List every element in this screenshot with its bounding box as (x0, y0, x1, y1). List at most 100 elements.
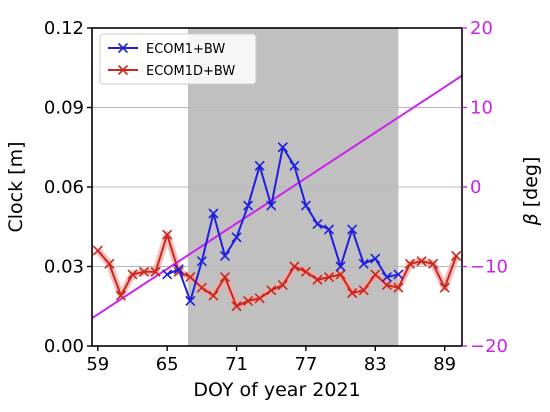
ecom1d-bw-point (162, 229, 173, 240)
ecom1d-bw-point-stroke (208, 290, 219, 301)
ecom1d-bw-point (127, 269, 138, 280)
ecom1d-bw-point (300, 266, 311, 277)
ecom1d-bw-point (185, 272, 196, 283)
y-right-tick-label: −20 (470, 336, 508, 357)
ecom1d-bw-point-stroke (196, 282, 207, 293)
ecom1d-bw-point-stroke (289, 261, 300, 272)
ecom1d-bw-point (150, 266, 161, 277)
x-tick-label: 77 (294, 354, 317, 375)
ecom1-bw-point (266, 200, 277, 211)
ecom1-bw-point-stroke (243, 200, 254, 211)
ecom1d-bw-point (347, 287, 358, 299)
ecom1d-bw-point (428, 258, 439, 269)
y-axis-label: Clock [m] (5, 142, 27, 233)
legend-entries: ECOM1+BW ECOM1D+BW (108, 42, 235, 79)
ecom1d-bw-point (370, 269, 381, 280)
ecom1d-bw-point-stroke (393, 282, 404, 293)
ecom1d-bw-point-stroke (92, 245, 103, 256)
ecom1d-bw-point-stroke (300, 266, 311, 277)
x-tick-label: 83 (364, 354, 387, 375)
ecom1-bw-point-stroke (289, 160, 300, 171)
ecom1d-bw-point (335, 269, 346, 280)
series-layer (91, 74, 463, 320)
ecom1-bw-point-stroke (185, 295, 196, 307)
legend-label: ECOM1D+BW (146, 64, 235, 79)
ecom1-bw-point-stroke (312, 219, 323, 230)
ecom1-bw-point-stroke (196, 256, 207, 267)
ecom1d-bw-point-stroke (428, 258, 439, 269)
ecom1d-bw-point (231, 301, 242, 312)
x-tick-label: 89 (433, 354, 456, 375)
ecom1d-bw-point (208, 290, 219, 301)
ecom1d-bw-point (289, 261, 300, 272)
beta-angle-line (91, 74, 463, 320)
ecom1-bw-point-stroke (277, 142, 288, 153)
ecom1d-bw-point (254, 293, 265, 304)
ecom1-bw-point (208, 208, 219, 219)
ecom1-bw-point-stroke (347, 224, 358, 235)
y-right-tick-label: −10 (470, 257, 508, 278)
ecom1-bw-point (185, 295, 196, 307)
ecom1d-bw-point (323, 272, 335, 283)
ecom1d-bw-point-stroke (115, 290, 126, 301)
y-right-axis-label-unit: [deg] (520, 157, 542, 214)
ecom1-bw-point (162, 269, 173, 280)
ecom1-bw-point (323, 224, 335, 235)
y-right-axis-label-symbol: β (520, 213, 542, 226)
ecom1d-bw-point (92, 245, 103, 256)
legend-swatch-marker (117, 42, 129, 54)
ecom1d-bw-point-stroke (254, 293, 265, 304)
ecom1d-bw-line (97, 233, 458, 308)
y-tick-label: 0.12 (44, 18, 84, 39)
legend-entry: ECOM1+BW (108, 42, 225, 57)
ecom1d-bw-point-stroke (150, 266, 161, 277)
ecom1d-bw-point-stroke (219, 272, 231, 283)
ecom1d-bw-point-stroke (439, 282, 450, 293)
legend-box (99, 33, 257, 85)
ecom1d-bw-point (381, 279, 392, 291)
ecom1d-bw-point-stroke (266, 285, 277, 296)
ecom1d-bw-point (393, 282, 404, 293)
tick-layer: 59 65 71 77 83 89 0.00 0.03 0.06 0.09 0.12 −20 −10 0 1… (44, 18, 508, 375)
ecom1d-bw-point (243, 295, 254, 307)
ecom1-bw-point (335, 261, 346, 272)
ecom1d-bw-point (138, 266, 150, 277)
ecom1d-bw-point-stroke (312, 274, 323, 285)
ecom1-bw-point-stroke (162, 269, 173, 280)
y-tick-label: 0.09 (44, 98, 84, 119)
ecom1-bw-point (254, 160, 265, 171)
legend-label: ECOM1+BW (146, 42, 225, 57)
ecom1d-bw-point (404, 258, 416, 269)
ecom1d-bw-point-stroke (451, 250, 462, 261)
ecom1-bw-point (173, 264, 184, 275)
x-tick-label: 65 (156, 354, 179, 375)
ecom1-bw-point-stroke (370, 253, 381, 264)
ecom1d-bw-point (451, 250, 462, 261)
ecom1d-bw-point-stroke (416, 256, 427, 267)
ecom1d-bw-point (439, 282, 450, 293)
ecom1-bw-point-stroke (300, 200, 311, 211)
ecom1-bw-point (277, 142, 288, 153)
ecom1d-bw-point-stroke (162, 229, 173, 240)
ecom1d-bw-point-stroke (370, 269, 381, 280)
ecom1-bw-point (300, 200, 311, 211)
ecom1d-bw-point-stroke (404, 258, 416, 269)
y-right-axis-label: β [deg] (520, 157, 542, 227)
ecom1-bw-point-stroke (266, 200, 277, 211)
x-tick-label: 59 (86, 354, 109, 375)
y-right-tick-label: 10 (470, 98, 493, 119)
ecom1d-bw-point (196, 282, 207, 293)
legend-entry: ECOM1D+BW (108, 64, 235, 79)
ecom1d-bw-point-stroke (381, 279, 392, 291)
ecom1d-bw-point (219, 272, 231, 283)
ecom1-bw-point (231, 232, 242, 243)
ecom1d-bw-point-stroke (335, 269, 346, 280)
ecom1d-bw-point (358, 285, 369, 296)
ecom1d-bw-point (416, 256, 427, 267)
ecom1-bw-point-stroke (323, 224, 335, 235)
y-tick-label: 0.00 (44, 336, 84, 357)
ecom1-bw-point (289, 160, 300, 171)
ecom1d-bw-point (266, 285, 277, 296)
ecom1d-bw-point-stroke (358, 285, 369, 296)
ecom1d-bw-point-stroke (138, 266, 150, 277)
